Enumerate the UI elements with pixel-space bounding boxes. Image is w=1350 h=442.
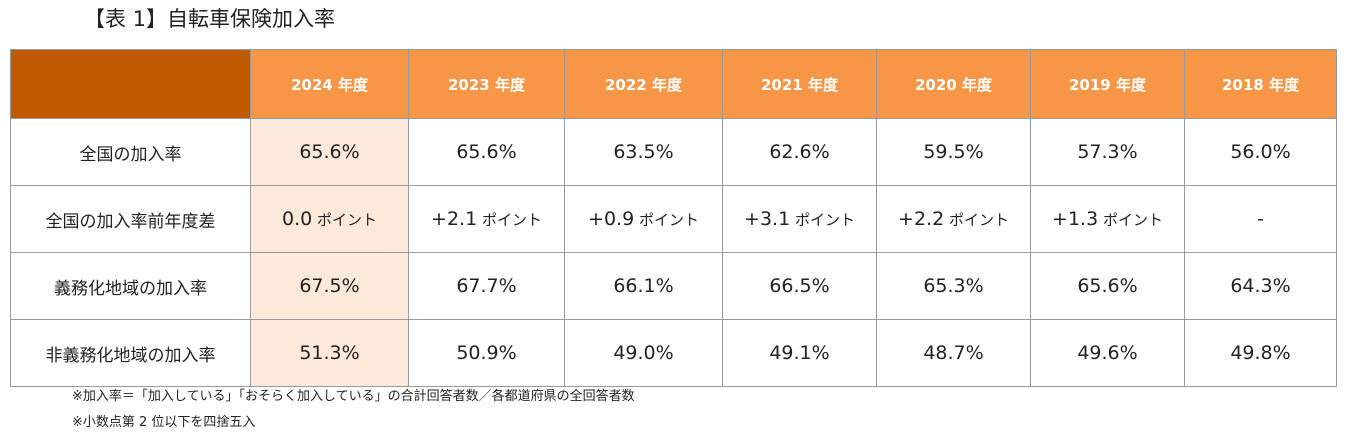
- table-cell: 49.1%: [722, 319, 877, 387]
- table-cell: 65.6%: [250, 118, 409, 186]
- column-header: 2021 年度: [722, 49, 877, 119]
- cell-value: +3.1: [744, 208, 791, 230]
- cell-value: +2.2: [898, 208, 945, 230]
- table-cell: 63.5%: [564, 118, 723, 186]
- cell-value: 56.0%: [1230, 141, 1291, 163]
- cell-value: 49.1%: [769, 342, 830, 364]
- cell-value: 49.6%: [1077, 342, 1138, 364]
- row-label: 非義務化地域の加入率: [10, 319, 251, 387]
- table-cell: 0.0 ポイント: [250, 185, 409, 253]
- cell-value: 63.5%: [613, 141, 674, 163]
- cell-value: 57.3%: [1077, 141, 1138, 163]
- row-label: 全国の加入率: [10, 118, 251, 186]
- header-row: 2024 年度 2023 年度 2022 年度 2021 年度 2020 年度 …: [10, 49, 1337, 119]
- cell-unit: ポイント: [790, 211, 855, 229]
- table-cell: 65.6%: [1030, 252, 1185, 320]
- table-cell: 67.7%: [408, 252, 565, 320]
- table-cell: +3.1 ポイント: [722, 185, 877, 253]
- cell-value: 49.8%: [1230, 342, 1291, 364]
- cell-value: 67.5%: [299, 275, 360, 297]
- cell-value: 64.3%: [1230, 275, 1291, 297]
- table-cell: 62.6%: [722, 118, 877, 186]
- table-cell: -: [1184, 185, 1337, 253]
- table-row: 非義務化地域の加入率 51.3% 50.9% 49.0% 49.1% 48.7%…: [10, 319, 1337, 387]
- table-cell: 57.3%: [1030, 118, 1185, 186]
- cell-value: 65.6%: [299, 141, 360, 163]
- table-cell: 66.5%: [722, 252, 877, 320]
- table-cell: 50.9%: [408, 319, 565, 387]
- cell-value: 65.6%: [456, 141, 517, 163]
- cell-value: 51.3%: [299, 342, 360, 364]
- table-cell: 51.3%: [250, 319, 409, 387]
- table-cell: +1.3 ポイント: [1030, 185, 1185, 253]
- table-cell: 64.3%: [1184, 252, 1337, 320]
- table-title: 【表 1】自転車保険加入率: [84, 7, 336, 31]
- cell-value: 65.6%: [1077, 275, 1138, 297]
- cell-value: 50.9%: [456, 342, 517, 364]
- cell-unit: ポイント: [477, 211, 542, 229]
- cell-unit: ポイント: [1098, 211, 1163, 229]
- column-header: 2022 年度: [564, 49, 723, 119]
- cell-value: 65.3%: [923, 275, 984, 297]
- table-cell: +2.2 ポイント: [876, 185, 1031, 253]
- cell-value: +0.9: [588, 208, 635, 230]
- cell-value: +2.1: [431, 208, 478, 230]
- row-label: 義務化地域の加入率: [10, 252, 251, 320]
- column-header: 2018 年度: [1184, 49, 1337, 119]
- table-cell: 49.0%: [564, 319, 723, 387]
- row-label: 全国の加入率前年度差: [10, 185, 251, 253]
- cell-value: 49.0%: [613, 342, 674, 364]
- table-cell: 59.5%: [876, 118, 1031, 186]
- cell-value: 0.0: [282, 208, 313, 230]
- table-cell: 49.6%: [1030, 319, 1185, 387]
- table-cell: 56.0%: [1184, 118, 1337, 186]
- table-row: 義務化地域の加入率 67.5% 67.7% 66.1% 66.5% 65.3% …: [10, 252, 1337, 320]
- table-cell: 49.8%: [1184, 319, 1337, 387]
- table-cell: +2.1 ポイント: [408, 185, 565, 253]
- footnote-rate-definition: ※加入率＝「加入している」「おそらく加入している」の合計回答者数／各都道府県の全…: [72, 389, 635, 404]
- table-row: 全国の加入率前年度差 0.0 ポイント +2.1 ポイント +0.9 ポイント …: [10, 185, 1337, 253]
- table-cell: 48.7%: [876, 319, 1031, 387]
- column-header: 2024 年度: [250, 49, 409, 119]
- cell-value: 67.7%: [456, 275, 517, 297]
- cell-value: 59.5%: [923, 141, 984, 163]
- cell-value: 66.5%: [769, 275, 830, 297]
- cell-value: 48.7%: [923, 342, 984, 364]
- table-cell: 65.3%: [876, 252, 1031, 320]
- corner-cell: [10, 49, 251, 119]
- table-cell: 65.6%: [408, 118, 565, 186]
- footnote-rounding: ※小数点第 2 位以下を四捨五入: [72, 415, 256, 430]
- cell-value: -: [1257, 208, 1264, 230]
- cell-unit: ポイント: [634, 211, 699, 229]
- cell-value: 66.1%: [613, 275, 674, 297]
- column-header: 2019 年度: [1030, 49, 1185, 119]
- cell-unit: ポイント: [944, 211, 1009, 229]
- insurance-rate-table: 2024 年度 2023 年度 2022 年度 2021 年度 2020 年度 …: [10, 49, 1337, 387]
- cell-unit: ポイント: [312, 211, 377, 229]
- column-header: 2023 年度: [408, 49, 565, 119]
- column-header: 2020 年度: [876, 49, 1031, 119]
- table-row: 全国の加入率 65.6% 65.6% 63.5% 62.6% 59.5% 57.…: [10, 118, 1337, 186]
- table-cell: +0.9 ポイント: [564, 185, 723, 253]
- cell-value: +1.3: [1052, 208, 1099, 230]
- table-cell: 66.1%: [564, 252, 723, 320]
- cell-value: 62.6%: [769, 141, 830, 163]
- table-cell: 67.5%: [250, 252, 409, 320]
